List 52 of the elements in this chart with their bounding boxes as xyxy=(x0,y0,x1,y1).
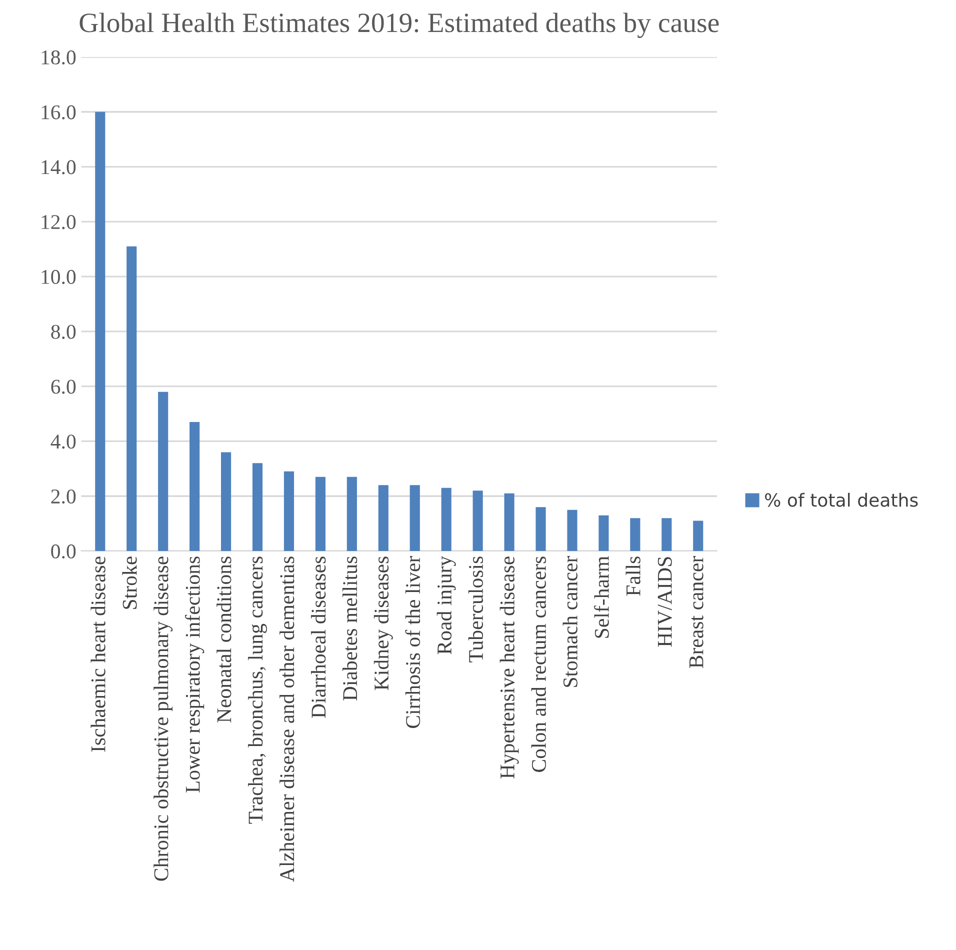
y-tick-label: 16.0 xyxy=(42,105,76,120)
x-tick-label: Neonatal conditions xyxy=(216,556,232,722)
bar xyxy=(220,452,232,551)
bar xyxy=(662,518,672,551)
y-tick-label: 10.0 xyxy=(42,270,76,284)
x-tick-label: Breast cancer xyxy=(689,556,704,668)
bar xyxy=(630,518,640,551)
bar xyxy=(441,488,452,551)
x-tick-label: Chronic obstructive pulmonary disease xyxy=(154,556,173,881)
chart-title: Global Health Estimates 2019: Estimated deaths by cause xyxy=(80,12,719,38)
x-tick-label: Kidney diseases xyxy=(374,556,393,690)
bar xyxy=(315,476,326,551)
x-tick-label: Diarrhoeal diseases xyxy=(311,556,326,718)
bar xyxy=(284,471,294,551)
y-tick-label: 4.0 xyxy=(50,434,76,449)
x-tick-label: Colon and rectum cancers xyxy=(531,556,546,772)
legend-label: % of total deaths xyxy=(765,492,918,507)
bar xyxy=(472,490,483,551)
x-tick-label: Lower respiratory infections xyxy=(184,556,204,792)
y-tick-label: 2.0 xyxy=(51,489,76,504)
bar xyxy=(410,485,420,551)
bar xyxy=(252,463,263,551)
y-tick-label: 18.0 xyxy=(42,50,76,65)
bar xyxy=(567,510,578,551)
x-tick-label: Alzheimer disease and other dementias xyxy=(280,556,294,882)
bar xyxy=(95,112,106,551)
y-tick-label: 14.0 xyxy=(42,160,76,174)
x-tick-label: Stomach cancer xyxy=(562,556,578,687)
bar xyxy=(126,246,137,551)
x-tick-label: Ischaemic heart disease xyxy=(90,556,106,752)
y-tick-label: 12.0 xyxy=(42,215,76,230)
x-tick-label: Stroke xyxy=(122,556,137,609)
x-tick-label: Hypertensive heart disease xyxy=(500,556,519,779)
x-tick-label: HIV/AIDS xyxy=(658,557,672,647)
bar xyxy=(378,485,388,551)
y-tick-label: 8.0 xyxy=(51,324,76,339)
bar xyxy=(598,515,609,551)
x-tick-label: Cirrhosis of the liver xyxy=(405,556,420,728)
bar xyxy=(346,476,357,551)
y-tick-label: 6.0 xyxy=(51,380,76,394)
x-tick-label: Trachea, bronchus, lung cancers xyxy=(248,556,267,824)
bar xyxy=(536,507,546,551)
y-tick-label: 0.0 xyxy=(51,544,76,559)
bar xyxy=(190,422,200,551)
x-tick-label: Road injury xyxy=(436,556,456,654)
x-tick-label: Falls xyxy=(626,556,640,596)
x-tick-label: Self-harm xyxy=(594,556,609,638)
bar xyxy=(504,493,514,551)
x-tick-label: Tuberculosis xyxy=(468,556,484,662)
bar xyxy=(693,520,704,551)
x-tick-label: Diabetes mellitus xyxy=(342,556,358,700)
bar xyxy=(158,392,168,551)
